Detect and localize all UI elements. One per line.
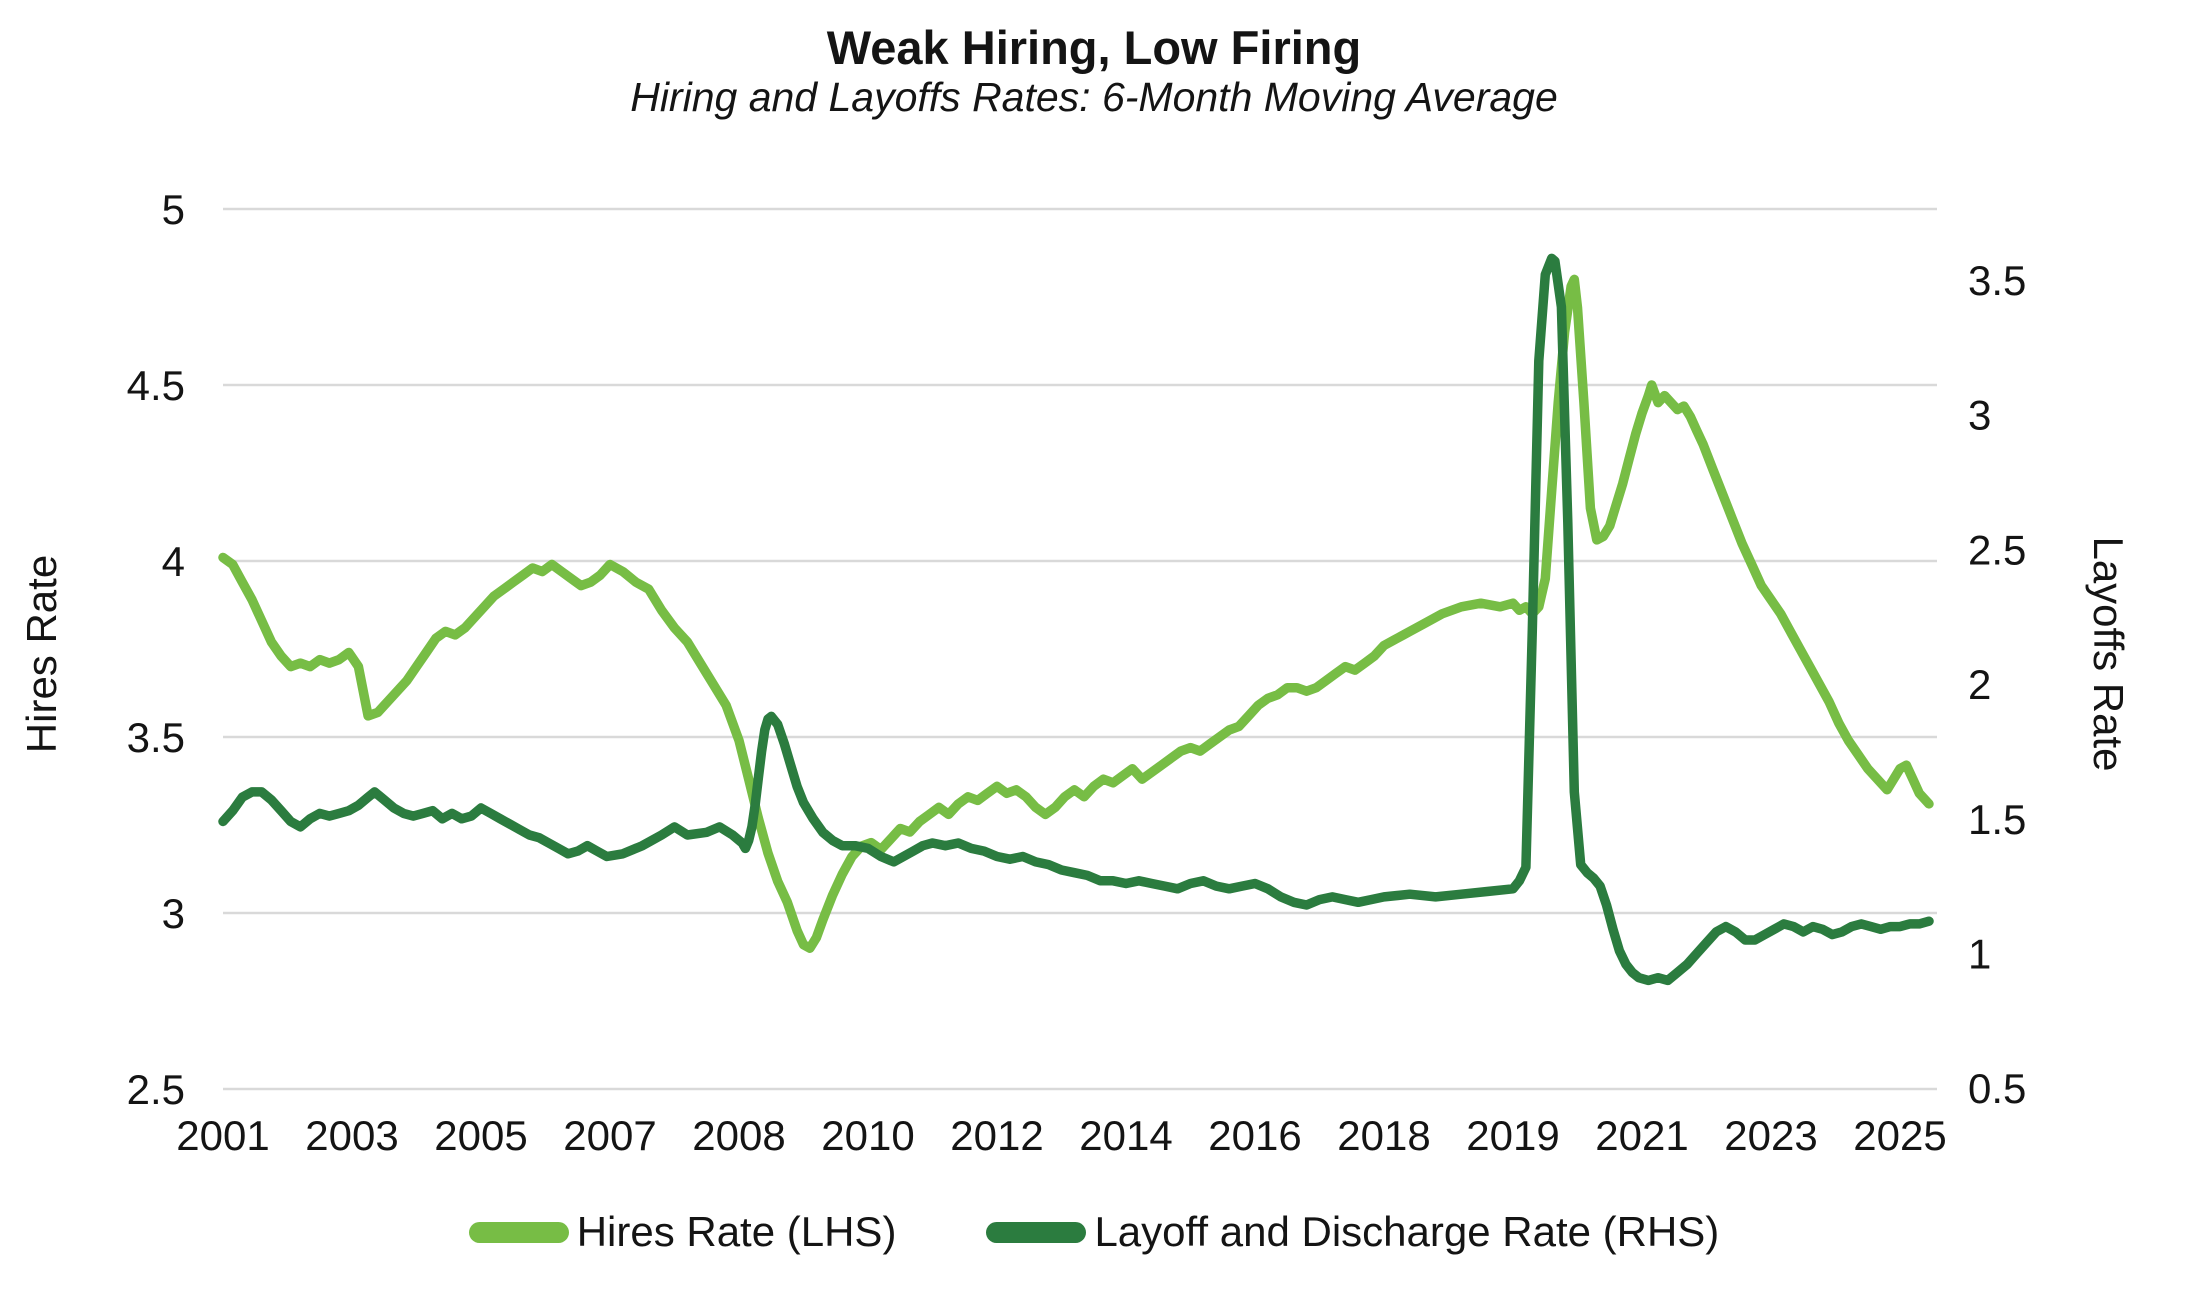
x-axis-tick-label: 2016 xyxy=(1208,1112,1301,1159)
legend-item-layoffs: Layoff and Discharge Rate (RHS) xyxy=(986,1208,1719,1256)
right-axis-tick-label: 3 xyxy=(1968,392,1991,439)
x-axis-tick-label: 2005 xyxy=(434,1112,527,1159)
x-axis-tick-label: 2025 xyxy=(1853,1112,1946,1159)
left-axis-title: Hires Rate xyxy=(18,554,65,754)
x-axis-tick-label: 2021 xyxy=(1595,1112,1688,1159)
hires-rate-line xyxy=(218,274,1934,953)
legend: Hires Rate (LHS) Layoff and Discharge Ra… xyxy=(0,1208,2188,1256)
x-axis-tick-label: 2001 xyxy=(176,1112,269,1159)
x-axis-tick-label: 2010 xyxy=(821,1112,914,1159)
legend-item-hires: Hires Rate (LHS) xyxy=(468,1208,897,1256)
left-axis-tick-label: 4 xyxy=(162,538,185,585)
right-axis-tick-label: 1 xyxy=(1968,931,1991,978)
x-axis-tick-label: 2018 xyxy=(1337,1112,1430,1159)
chart-subtitle: Hiring and Layoffs Rates: 6-Month Moving… xyxy=(630,74,1558,120)
left-axis-tick-label: 3.5 xyxy=(127,714,185,761)
left-axis-tick-label: 3 xyxy=(162,890,185,937)
right-axis-title: Layoffs Rate xyxy=(2085,536,2132,772)
right-axis-tick-label: 2 xyxy=(1968,661,1991,708)
chart-title: Weak Hiring, Low Firing xyxy=(826,21,1362,74)
x-axis-tick-label: 2007 xyxy=(563,1112,656,1159)
hires-series-swatch xyxy=(468,1221,569,1243)
right-axis-tick-label: 3.5 xyxy=(1968,257,2026,304)
legend-label-layoffs: Layoff and Discharge Rate (RHS) xyxy=(1094,1208,1720,1255)
x-axis-tick-label: 2019 xyxy=(1466,1112,1559,1159)
x-axis-tick-label: 2014 xyxy=(1079,1112,1172,1159)
x-axis-tick-label: 2003 xyxy=(305,1112,398,1159)
x-axis-tick-label: 2023 xyxy=(1724,1112,1817,1159)
layoff-rate-line xyxy=(218,253,1934,986)
right-axis-tick-label: 1.5 xyxy=(1968,796,2026,843)
right-axis-tick-label: 2.5 xyxy=(1968,526,2026,573)
right-axis-tick-label: 0.5 xyxy=(1968,1065,2026,1112)
left-axis-tick-label: 4.5 xyxy=(127,362,185,409)
legend-label-hires: Hires Rate (LHS) xyxy=(576,1208,897,1255)
x-axis-tick-label: 2012 xyxy=(950,1112,1043,1159)
x-axis-tick-label: 2008 xyxy=(692,1112,785,1159)
left-axis-tick-label: 5 xyxy=(162,186,185,233)
left-axis-tick-label: 2.5 xyxy=(127,1066,185,1113)
layoffs-series-swatch xyxy=(986,1221,1087,1243)
